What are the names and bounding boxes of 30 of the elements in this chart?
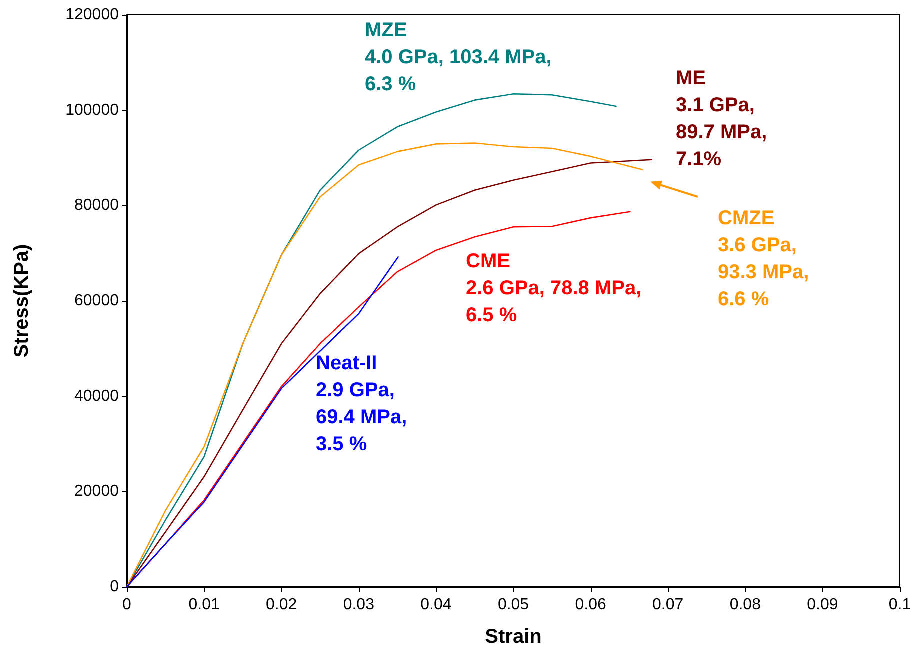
text: MZE — [365, 20, 408, 42]
y-tick-label: 20000 — [74, 483, 120, 500]
text: CMZE — [718, 208, 775, 230]
x-tick-label: 0.1 — [888, 596, 912, 614]
series-label: Neat-II — [316, 352, 378, 374]
y-tick-label: 100000 — [66, 102, 120, 119]
x-tick-label: 0.06 — [575, 596, 606, 614]
x-tick-label: 0.08 — [730, 596, 762, 614]
x-tick-label: 0.04 — [420, 596, 452, 614]
y-tick-label: 40000 — [74, 388, 120, 405]
text: ME — [676, 68, 706, 90]
x-tick-label: 0 — [122, 596, 132, 614]
y-tick-label: 0 — [110, 578, 120, 596]
x-tick-label: 0.09 — [807, 596, 838, 614]
x-tick-label: 0.05 — [498, 596, 530, 614]
annotation: 2.6 GPa, 78.8 MPa, 6.5 % — [466, 278, 642, 326]
y-axis-title: Stress(KPa) — [11, 244, 33, 358]
annotation: 3.1 GPa, 89.7 MPa, 7.1% — [676, 94, 768, 170]
x-tick-label: 0.02 — [266, 596, 298, 614]
x-axis-title: Strain — [485, 626, 542, 648]
y-tick-label: 80000 — [74, 197, 120, 214]
series-label: CME — [466, 250, 510, 272]
x-tick-label: 0.03 — [343, 596, 375, 614]
x-tick-label: 0.07 — [652, 596, 684, 614]
x-tick-label: 0.01 — [188, 596, 220, 614]
y-tick-label: 60000 — [74, 292, 120, 310]
annotation: 3.6 GPa, 93.3 MPa, 6.6 % — [718, 234, 810, 310]
y-tick-label: 120000 — [66, 6, 120, 24]
annotation: 2.9 GPa, 69.4 MPa, 3.5 % — [316, 380, 408, 456]
annotation: 4.0 GPa, 103.4 MPa, 6.3 % — [365, 46, 552, 96]
